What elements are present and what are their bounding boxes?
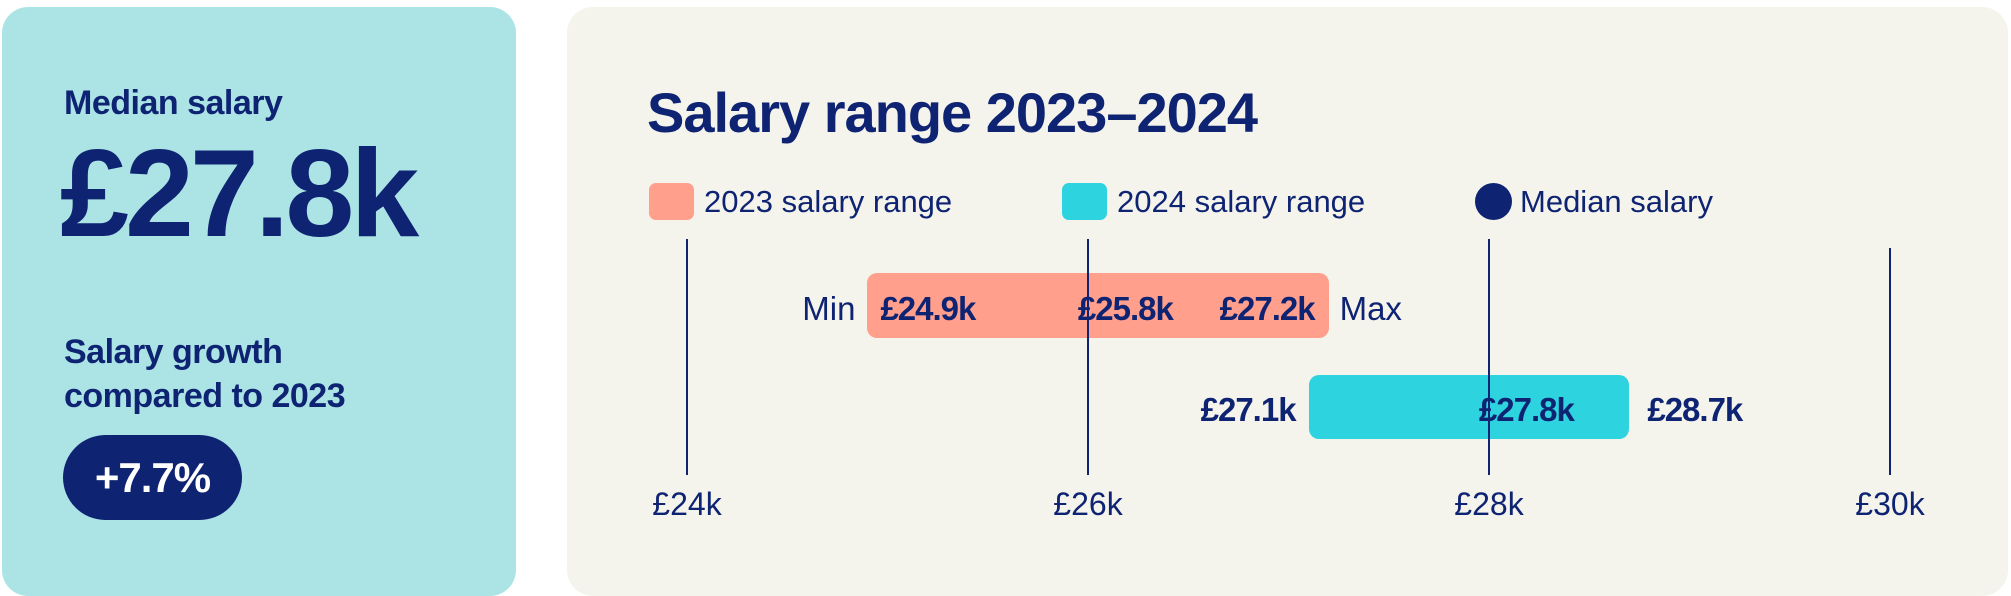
median-salary-label: Median salary: [64, 84, 283, 122]
x-tick-28: £28k: [1454, 486, 1524, 522]
legend-label-median: Median salary: [1520, 183, 1713, 219]
range-bar-2023: [867, 273, 1329, 338]
gridline-30: [1889, 248, 1891, 475]
growth-label-line1: Salary growth: [64, 333, 283, 371]
legend-label-2023: 2023 salary range: [704, 183, 953, 219]
legend-2023: 2023 salary range: [649, 183, 952, 220]
x-tick-24: £24k: [652, 486, 722, 522]
min-text: Min: [802, 289, 856, 327]
x-tick-26: £26k: [1053, 486, 1123, 522]
min-label-2023: £24.9k: [880, 289, 976, 327]
chart-title: Salary range 2023–2024: [647, 81, 1258, 144]
gridline-26: [1087, 239, 1089, 475]
growth-label-line2: compared to 2023: [64, 377, 346, 415]
median-label-2024: £27.8k: [1478, 391, 1575, 428]
min-label-2024: £27.1k: [1200, 391, 1297, 428]
x-tick-30: £30k: [1855, 486, 1925, 522]
legend-swatch-2023: [649, 183, 694, 220]
gridline-24: [686, 239, 688, 475]
max-label-2024: £28.7k: [1647, 391, 1743, 428]
legend-swatch-2024: [1062, 183, 1107, 220]
max-label-2023: £27.2k: [1219, 289, 1316, 327]
legend-2024: 2024 salary range: [1062, 183, 1365, 220]
legend-dot-median: [1475, 183, 1512, 220]
growth-badge: +7.7%: [63, 435, 242, 520]
range-bar-2024: [1308, 375, 1630, 439]
salary-growth-label: Salary growth compared to 2023: [64, 330, 346, 418]
max-text: Max: [1339, 289, 1402, 327]
median-label-2023: £25.8k: [1077, 289, 1174, 327]
legend-label-2024: 2024 salary range: [1117, 183, 1366, 219]
legend-median: Median salary: [1475, 183, 1713, 220]
median-salary-value: £27.8k: [60, 125, 419, 263]
gridline-28: [1488, 239, 1490, 475]
